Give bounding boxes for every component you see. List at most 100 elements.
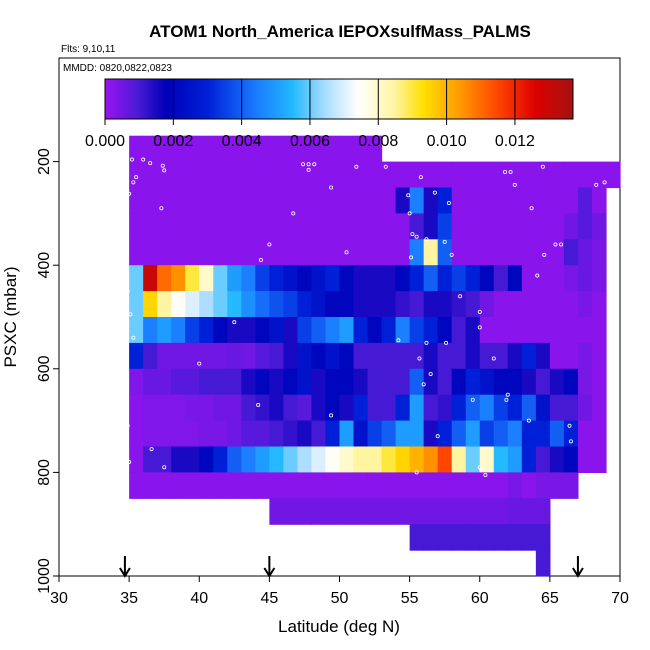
heatmap-cell [507,317,523,344]
heatmap-cell [549,342,565,370]
dates-label: MMDD: 0820,0822,0823 [63,63,172,74]
heatmap-cell [381,239,397,266]
heatmap-cell [143,291,158,318]
heatmap-cell [283,265,299,292]
flight-track-point [535,273,540,278]
heatmap-cell [143,472,158,499]
heatmap-cell [297,135,313,163]
flight-track-point [567,423,572,428]
heatmap-cell [339,317,355,344]
flight-track-point [301,162,306,167]
heatmap-cell [409,342,425,370]
heatmap-cell [507,472,523,499]
heatmap-cell [507,342,523,370]
heatmap-cell [311,446,327,473]
heatmap-cell [549,187,565,214]
y-tick-label: 400 [36,252,53,279]
heatmap-cell [535,472,551,499]
heatmap-cell [339,187,355,214]
heatmap-cell [381,394,397,422]
heatmap-cell [157,394,172,422]
heatmap-cell [255,472,270,499]
flight-track-point [414,470,419,475]
heatmap-cell [269,161,284,189]
heatmap-cell [255,265,270,292]
heatmap-cell [311,135,327,163]
heatmap-cell [507,498,523,525]
heatmap-cell [381,342,397,370]
heatmap-cell [171,342,186,370]
flight-track-point [414,234,419,239]
heatmap-cell [563,239,579,266]
heatmap-cell [507,368,523,396]
heatmap-cell [395,161,411,189]
heatmap-cell [213,394,228,422]
heatmap-cell [199,368,214,396]
heatmap-cell [213,317,228,344]
heatmap-cell [339,498,355,525]
heatmap-cell [605,161,621,189]
chart-title: ATOM1 North_America IEPOXsulfMass_PALMS [149,22,531,41]
x-tick-label: 70 [611,590,629,607]
heatmap-cell [339,239,355,266]
heatmap-cell [535,446,551,473]
heatmap-cell [493,342,509,370]
flight-track-point [553,242,558,247]
heatmap-cell [185,135,200,163]
heatmap-cell [479,524,495,551]
flight-track-point [594,182,599,187]
heatmap-cell [353,342,369,370]
heatmap-cell [353,498,369,525]
heatmap-cell [409,524,425,551]
heatmap-cell [171,394,186,422]
heatmap-cell [353,213,369,240]
heatmap-cell [479,446,495,473]
flight-track-point [526,418,531,423]
flight-track-point [162,168,167,173]
heatmap-cell [549,446,565,473]
heatmap-cell [507,524,523,551]
heatmap-cell [381,446,397,473]
heatmap-cell [395,368,411,396]
heatmap-cell [591,291,607,318]
flight-track-point [122,247,127,252]
heatmap-cell [577,161,593,189]
heatmap-cell [465,317,481,344]
heatmap-cell [325,135,341,163]
heatmap-cell [311,213,327,240]
heatmap-cell [591,420,607,448]
heatmap-cell [325,394,341,422]
heatmap-cell [423,368,439,396]
flight-track-point [306,167,311,172]
heatmap-cell [451,524,467,551]
heatmap-cell [227,265,242,292]
heatmap-cell [409,317,425,344]
heatmap-cell [465,187,481,214]
heatmap-cell [241,368,256,396]
heatmap-cell [353,368,369,396]
x-axis-label: Latitude (deg N) [278,617,400,636]
heatmap-cell [367,498,383,525]
heatmap-cell [577,394,593,422]
heatmap-cell [129,368,144,396]
heatmap-cells [129,135,621,577]
heatmap-cell [507,265,523,292]
heatmap-cell [437,161,453,189]
heatmap-cell [171,446,186,473]
heatmap-cell [269,342,284,370]
x-tick-label: 50 [331,590,349,607]
heatmap-cell [521,317,537,344]
heatmap-cell [493,420,509,448]
heatmap-cell [227,135,242,163]
heatmap-cell [171,420,186,448]
heatmap-cell [269,135,284,163]
heatmap-cell [423,498,439,525]
x-tick-label: 35 [120,590,138,607]
flight-track-point [477,309,482,314]
heatmap-cell [521,342,537,370]
heatmap-cell [493,317,509,344]
heatmap-cell [339,394,355,422]
heatmap-cell [311,291,327,318]
flight-track-point [483,472,488,477]
flight-track-point [424,237,429,242]
